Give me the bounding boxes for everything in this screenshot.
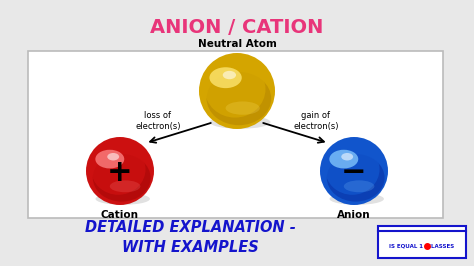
Text: DETAILED EXPLANATION -: DETAILED EXPLANATION - [84, 221, 295, 235]
Ellipse shape [199, 53, 275, 129]
Ellipse shape [207, 72, 271, 125]
Text: Anion: Anion [337, 210, 371, 220]
Ellipse shape [93, 154, 151, 202]
Text: gain of
electron(s): gain of electron(s) [293, 111, 339, 131]
Ellipse shape [205, 61, 265, 118]
Text: −: − [341, 158, 367, 187]
Ellipse shape [210, 67, 242, 88]
Ellipse shape [91, 144, 146, 195]
Ellipse shape [210, 115, 271, 129]
Ellipse shape [325, 144, 380, 195]
Ellipse shape [329, 150, 358, 168]
Ellipse shape [107, 153, 119, 160]
Text: loss of
electron(s): loss of electron(s) [135, 111, 181, 131]
Text: Cation: Cation [101, 210, 139, 220]
FancyBboxPatch shape [378, 226, 466, 258]
Ellipse shape [110, 180, 140, 192]
Text: Neutral Atom: Neutral Atom [198, 39, 276, 49]
Ellipse shape [95, 150, 124, 168]
Ellipse shape [226, 101, 260, 115]
Ellipse shape [223, 71, 236, 79]
Text: +: + [107, 158, 133, 187]
Ellipse shape [344, 180, 374, 192]
Ellipse shape [96, 193, 150, 205]
Ellipse shape [327, 154, 384, 202]
FancyBboxPatch shape [28, 51, 443, 218]
Ellipse shape [320, 137, 388, 205]
Ellipse shape [329, 193, 384, 205]
Text: ANION / CATION: ANION / CATION [150, 18, 324, 37]
Text: IS EQUAL 1  KLASSES: IS EQUAL 1 KLASSES [389, 243, 455, 248]
Text: WITH EXAMPLES: WITH EXAMPLES [122, 240, 258, 256]
Ellipse shape [341, 153, 353, 160]
Ellipse shape [86, 137, 154, 205]
